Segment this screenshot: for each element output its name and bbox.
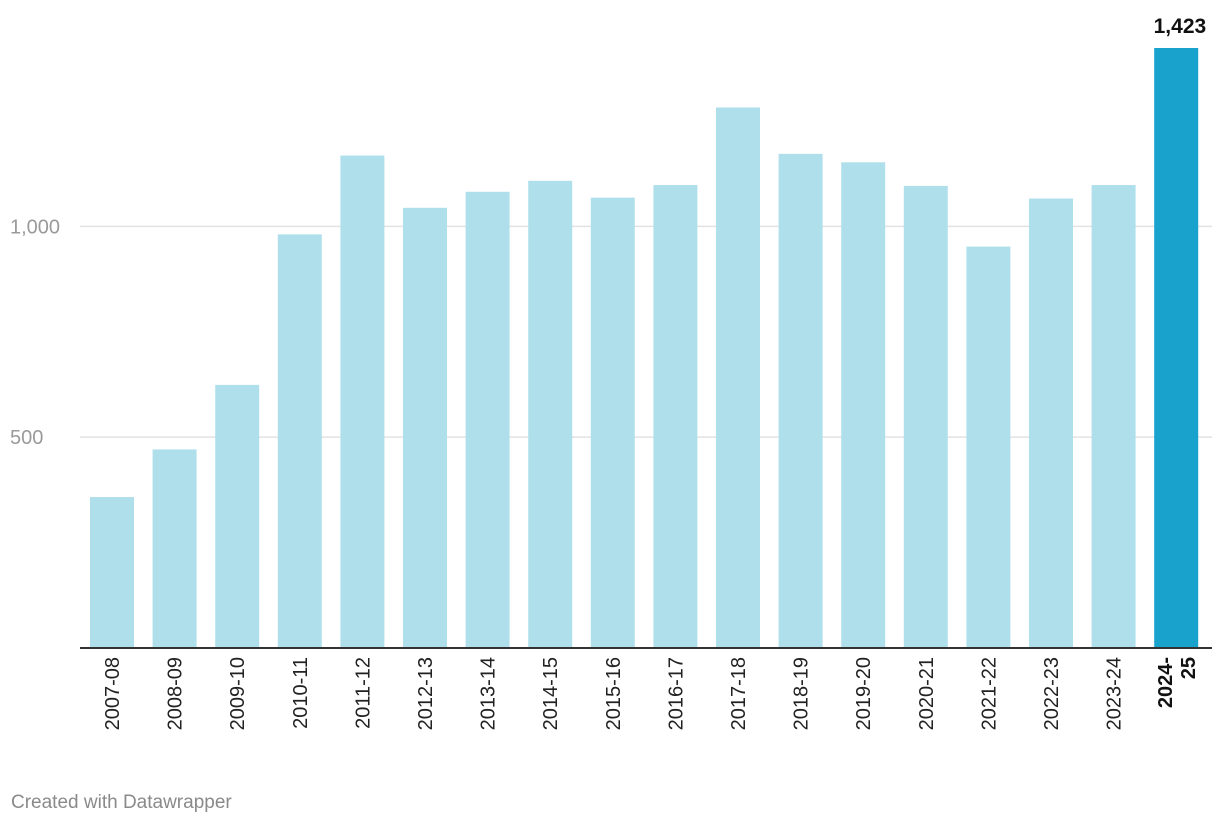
x-tick-label: 2008-09 (165, 657, 187, 730)
bar-2020-21 (903, 185, 948, 648)
x-tick-label: 2022-23 (1041, 657, 1063, 730)
data-label: 1,423 (1154, 15, 1207, 38)
x-tick-label-highlight: 2024- 25 (1155, 657, 1200, 708)
bar-2007-08 (90, 497, 134, 648)
bar-2011-12 (340, 155, 385, 648)
bar-2009-10 (215, 384, 260, 648)
x-tick-label: 2013-14 (478, 657, 500, 730)
bar-2014-15 (528, 180, 573, 648)
credit-text: Created with Datawrapper (11, 792, 232, 813)
x-tick-label: 2023-24 (1104, 657, 1126, 730)
x-tick-label-part: 2024- (1155, 657, 1177, 708)
bar-2013-14 (465, 191, 510, 648)
x-tick-label-part: 25 (1178, 657, 1200, 679)
x-tick-label: 2010-11 (290, 657, 312, 729)
bar-2016-17 (653, 185, 698, 649)
x-tick-label: 2021-22 (978, 657, 1000, 730)
bar-2023-24 (1091, 185, 1136, 649)
bar-2012-13 (403, 207, 447, 649)
bar-2022-23 (1029, 198, 1073, 649)
y-tick-label: 500 (10, 427, 43, 449)
x-tick-label: 2016-17 (665, 657, 687, 730)
bar-2015-16 (590, 197, 635, 648)
bar-2008-09 (152, 449, 197, 648)
bar-2024-25 (1154, 48, 1199, 648)
y-tick-label: 1,000 (10, 216, 60, 238)
x-tick-label: 2018-19 (791, 657, 813, 730)
bar-2021-22 (966, 246, 1011, 648)
bar-2018-19 (778, 153, 823, 648)
bar-2010-11 (277, 234, 322, 649)
x-tick-label: 2020-21 (916, 657, 938, 730)
x-tick-label: 2007-08 (102, 657, 124, 730)
x-tick-label: 2012-13 (415, 657, 437, 730)
bar-chart: 500 1,000 1,423 2007-08 2008-09 2009-10 2010-1… (10, 15, 1212, 730)
x-tick-label: 2014-15 (540, 657, 562, 730)
x-tick-label: 2019-20 (853, 657, 875, 730)
x-tick-label: 2011-12 (352, 657, 374, 729)
x-tick-label: 2015-16 (603, 657, 625, 730)
bar-2019-20 (841, 162, 886, 649)
x-tick-label: 2017-18 (728, 657, 750, 730)
x-tick-label: 2009-10 (227, 657, 249, 730)
bar-2017-18 (716, 107, 760, 649)
